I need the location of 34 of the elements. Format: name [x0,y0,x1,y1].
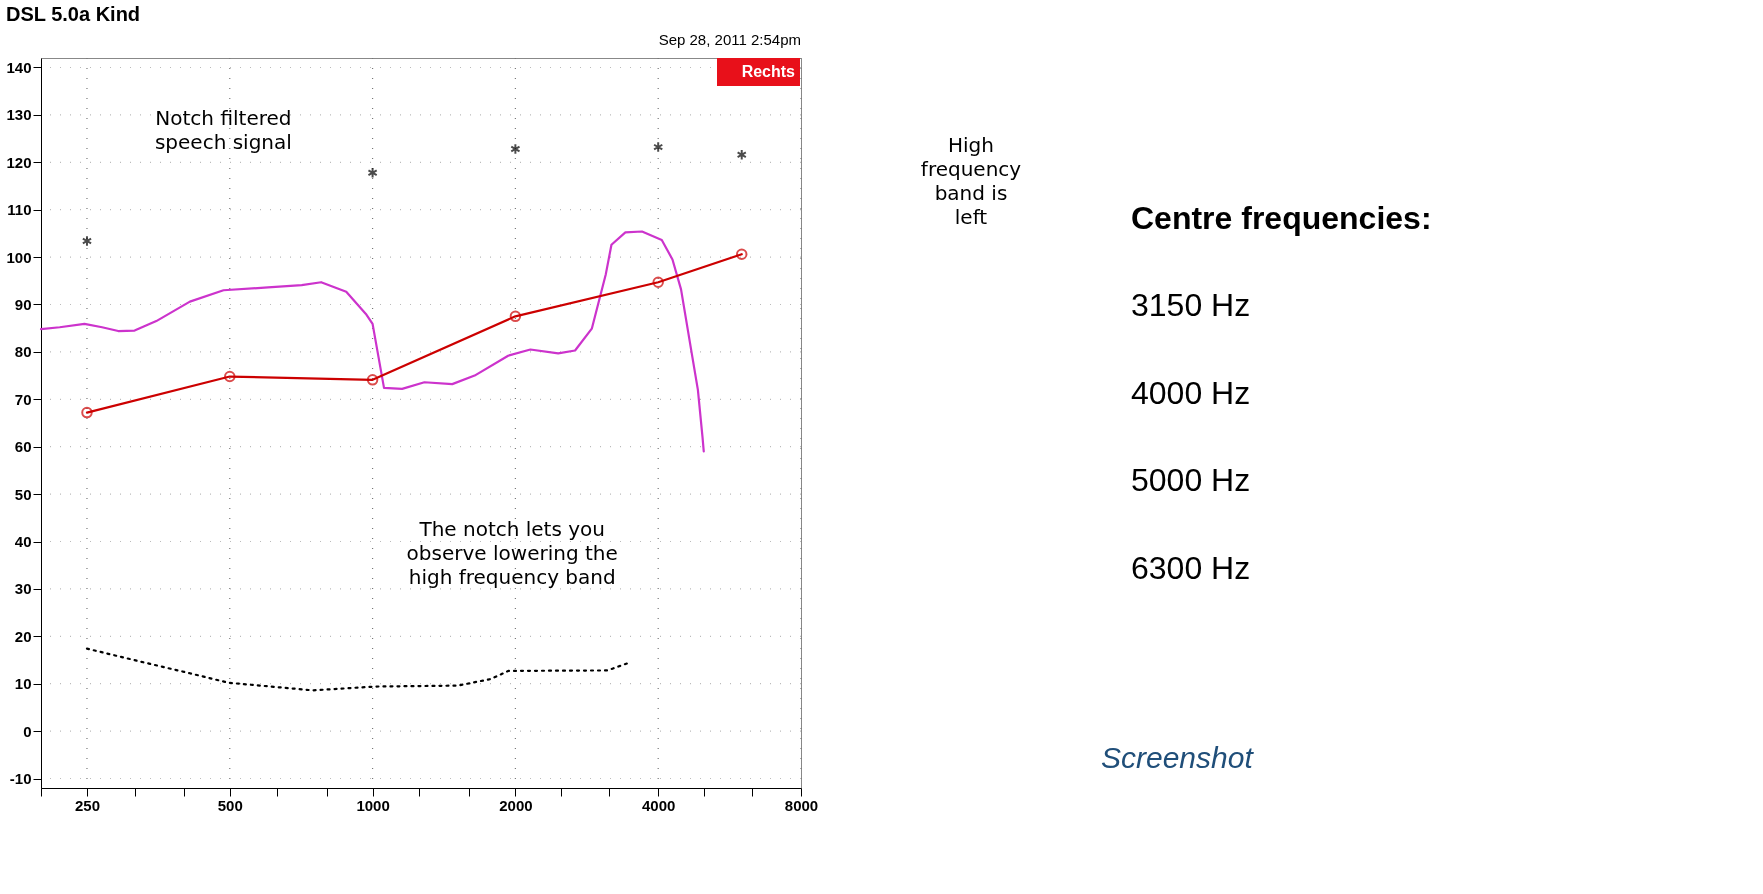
annotation: The notch lets you observe lowering the high frequency band [406,517,618,590]
y-tick-label: 20 [14,627,32,645]
y-tick-label: 90 [14,295,32,313]
y-tick-label: 130 [6,106,32,124]
y-tick-label: 10 [14,675,32,693]
x-tick-label: 8000 [784,796,819,814]
y-tick-label: 80 [14,343,32,361]
x-tick-label: 2000 [499,796,533,814]
y-tick-label: 60 [14,438,32,456]
y-tick-label: 120 [6,153,32,171]
annotation: Rechts [741,63,796,80]
y-tick-label: 50 [14,485,32,503]
text: 4000 Hz [1131,374,1251,411]
x-tick-label: 250 [74,796,100,814]
text: Centre frequencies: [1131,199,1432,236]
y-tick-label: 30 [14,580,32,598]
text: High frequency band is left [920,133,1022,230]
y-tick-label: 0 [23,722,32,740]
y-tick-label: 140 [6,58,32,76]
text: 5000 Hz [1131,462,1251,499]
y-tick-label: 70 [14,390,32,408]
y-tick-label: 110 [7,201,32,219]
chart-title: DSL 5.0a Kind [5,3,141,25]
text: Sep 28, 2011 2:54pm [658,31,801,48]
text: Screenshot [1101,740,1255,774]
y-tick-label: 40 [14,533,32,551]
x-tick-label: 1000 [356,796,390,814]
y-tick-label: 100 [6,248,32,266]
text: 6300 Hz [1131,550,1251,586]
text: 3150 Hz [1131,287,1251,324]
x-tick-label: 4000 [642,796,676,814]
annotation: Notch filtered speech signal [154,106,292,154]
y-tick-label: -10 [9,770,32,788]
x-tick-label: 500 [217,796,243,814]
